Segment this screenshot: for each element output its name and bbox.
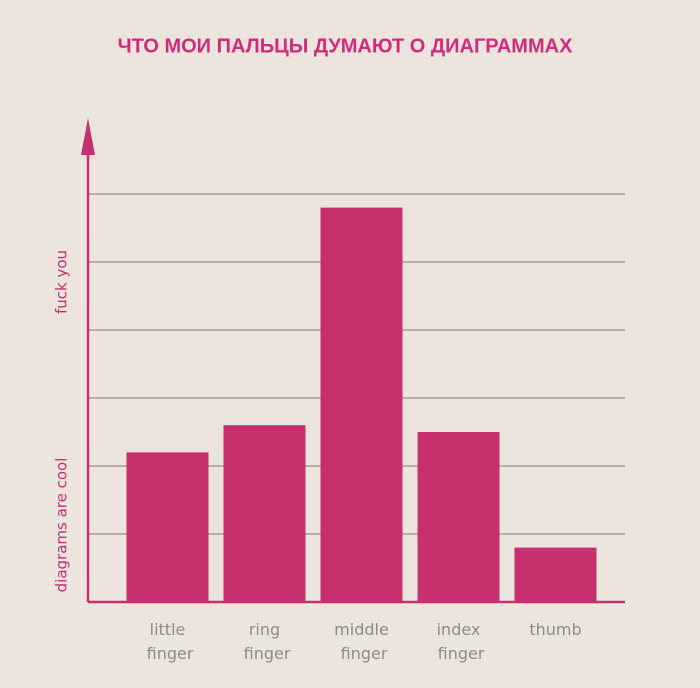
x-tick-label: thumb bbox=[529, 620, 581, 639]
chart-title: ЧТО МОИ ПАЛЬЦЫ ДУМАЮТ О ДИАГРАММАХ bbox=[118, 35, 573, 57]
y-label-low: diagrams are cool bbox=[53, 458, 71, 593]
x-tick-label: middle finger bbox=[334, 620, 389, 663]
x-tick-label: index finger bbox=[433, 620, 485, 663]
y-axis-arrow bbox=[81, 118, 95, 155]
x-tick-label: ring finger bbox=[239, 620, 291, 663]
bar bbox=[320, 207, 403, 602]
y-label-high: fuck you bbox=[53, 250, 71, 314]
bar bbox=[223, 425, 306, 602]
x-tick-label: little finger bbox=[142, 620, 194, 663]
bar bbox=[417, 432, 500, 602]
bar bbox=[126, 452, 209, 602]
bar bbox=[514, 547, 597, 602]
